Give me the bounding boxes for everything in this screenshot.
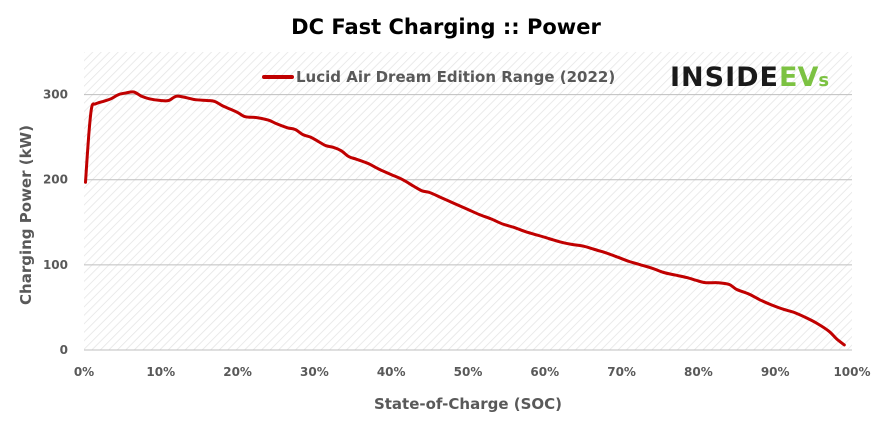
x-tick-label: 60%	[530, 365, 559, 379]
x-tick-label: 90%	[761, 365, 790, 379]
x-tick-label: 50%	[454, 365, 483, 379]
x-axis-label: State-of-Charge (SOC)	[374, 395, 562, 413]
major-gridlines	[84, 94, 852, 266]
series-line-lucid-air	[84, 90, 846, 347]
insideevs-logo: INSIDEEVs	[670, 62, 829, 93]
x-tick-label: 10%	[146, 365, 175, 379]
x-tick-label: 100%	[833, 365, 870, 379]
logo-accent-text: EV	[779, 62, 818, 93]
plot-area	[84, 52, 852, 350]
logo-main-text: INSIDE	[670, 62, 779, 93]
logo-suffix-text: s	[818, 70, 829, 91]
x-tick-label: 0%	[74, 365, 94, 379]
x-tick-label: 80%	[684, 365, 713, 379]
y-tick-label: 300	[43, 88, 68, 102]
chart-title: DC Fast Charging :: Power	[291, 15, 601, 39]
y-tick-label: 0	[60, 343, 68, 357]
y-tick-label: 100	[43, 258, 68, 272]
svg-text:INSIDEEVs: INSIDEEVs	[670, 62, 829, 93]
y-tick-label: 200	[43, 173, 68, 187]
x-tick-label: 70%	[607, 365, 636, 379]
legend: Lucid Air Dream Edition Range (2022)	[262, 68, 615, 86]
legend-label: Lucid Air Dream Edition Range (2022)	[296, 68, 615, 86]
x-tick-label: 30%	[300, 365, 329, 379]
x-tick-label: 40%	[377, 365, 406, 379]
x-tick-label: 20%	[223, 365, 252, 379]
y-axis-label: Charging Power (kW)	[17, 125, 35, 305]
y-axis-tick-labels: 0 100 200 300	[43, 88, 68, 357]
x-axis-tick-labels: 0% 10% 20% 30% 40% 50% 60% 70% 80% 90% 100%	[74, 365, 871, 379]
series-layer	[84, 90, 846, 347]
